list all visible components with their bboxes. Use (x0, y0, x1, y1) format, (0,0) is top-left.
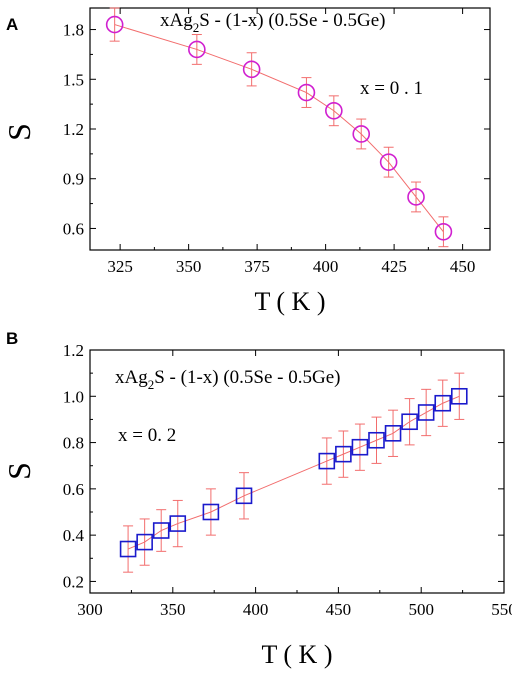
panel-b-title-pre: xAg (115, 367, 148, 388)
panel-b-title-post: S - (1-x) (0.5Se - 0.5Ge) (154, 367, 340, 388)
panel-b-ytick-label: 0.6 (63, 480, 84, 499)
panel-a-ylabel: S (1, 123, 37, 141)
panel-b-xtick-label: 350 (160, 600, 186, 619)
panel-a-xtick-label: 325 (107, 257, 133, 276)
panel-b-xtick-label: 450 (326, 600, 352, 619)
panel-b-title: xAg2S - (1-x) (0.5Se - 0.5Ge) (115, 367, 341, 392)
panel-a-xlabel: T ( K ) (254, 287, 325, 316)
panel-b-data-point (169, 515, 187, 532)
panel-b-data-point (202, 503, 220, 521)
panel-b-label: B (6, 329, 18, 348)
panel-a-xtick-label: 375 (244, 257, 270, 276)
panel-a-plot-frame (89, 7, 491, 251)
panel-b-ylabel: S (1, 462, 37, 480)
panel-b-ticks: 300 350 400 450 500 550 0.2 0.4 0.6 0.8 1.0 1.2 (63, 341, 512, 619)
panel-a-data-point (434, 222, 453, 241)
panel-a-data-point (188, 40, 206, 59)
panel-a: A 325 350 375 400 425 450 0.6 0.9 1.2 1.5 1.8 xAg2… (1, 7, 491, 316)
panel-b-xtick-label: 300 (77, 600, 103, 619)
panel-a-title-sub: 2 (193, 20, 200, 35)
panel-a-series (105, 7, 453, 248)
panel-a-data-point (105, 15, 124, 34)
panel-a-data-point (325, 101, 343, 120)
panel-b-xtick-label: 550 (491, 600, 512, 619)
panel-a-data-point (407, 188, 425, 206)
panel-b-series (119, 372, 468, 573)
panel-b-data-point (318, 452, 336, 470)
panel-b-data-point (136, 533, 153, 551)
panel-b-data-point (384, 425, 402, 442)
panel-a-ytick-label: 0.9 (63, 170, 84, 189)
panel-b-data-point (351, 438, 369, 456)
panel-a-ytick-label: 1.5 (63, 70, 84, 89)
panel-b-data-point (152, 522, 170, 539)
panel-b-annotation: x = 0. 2 (118, 425, 176, 446)
panel-a-data-point (242, 60, 261, 79)
panel-b-ytick-label: 0.8 (63, 434, 84, 453)
panel-a-title-post: S - (1-x) (0.5Se - 0.5Ge) (199, 10, 385, 31)
panel-b-xtick-label: 500 (408, 600, 434, 619)
panel-b-data-point (401, 413, 418, 431)
panel-b-ytick-label: 0.4 (63, 526, 85, 545)
panel-b-data-point (450, 387, 468, 405)
panel-b: B 300 350 400 450 500 550 0.2 0.4 0.6 0.8 1.0 1.2 x… (1, 329, 512, 669)
panel-b-xlabel: T ( K ) (261, 640, 332, 669)
panel-a-data-point (379, 153, 398, 171)
panel-a-ticks: 325 350 375 400 425 450 0.6 0.9 1.2 1.5 1.8 (63, 8, 490, 276)
panel-a-series-line (114, 24, 444, 233)
panel-b-data-point (434, 394, 452, 412)
panel-a-xtick-label: 400 (313, 257, 339, 276)
panel-a-ytick-label: 1.2 (63, 120, 84, 139)
panel-a-data-point (352, 125, 371, 143)
panel-b-xtick-label: 400 (243, 600, 269, 619)
panel-a-data-point (297, 83, 316, 102)
panel-a-title: xAg2S - (1-x) (0.5Se - 0.5Ge) (160, 10, 386, 35)
panel-b-data-point (417, 404, 435, 421)
panel-b-ytick-label: 1.2 (63, 341, 84, 360)
panel-b-data-point (235, 487, 253, 505)
panel-b-ytick-label: 1.0 (63, 387, 84, 406)
panel-b-data-point (119, 540, 137, 558)
panel-a-annotation: x = 0 . 1 (360, 78, 423, 99)
panel-b-ytick-label: 0.2 (63, 572, 84, 591)
panel-a-title-pre: xAg (160, 10, 193, 31)
panel-a-xtick-label: 425 (381, 257, 407, 276)
panel-a-xtick-label: 450 (450, 257, 476, 276)
panel-b-title-sub: 2 (148, 377, 155, 392)
panel-a-ytick-label: 1.8 (63, 21, 84, 40)
panel-b-data-point (335, 445, 352, 463)
panel-a-ytick-label: 0.6 (63, 219, 84, 238)
panel-b-data-point (368, 431, 385, 449)
panel-a-label: A (6, 15, 18, 34)
panel-a-xtick-label: 350 (176, 257, 202, 276)
